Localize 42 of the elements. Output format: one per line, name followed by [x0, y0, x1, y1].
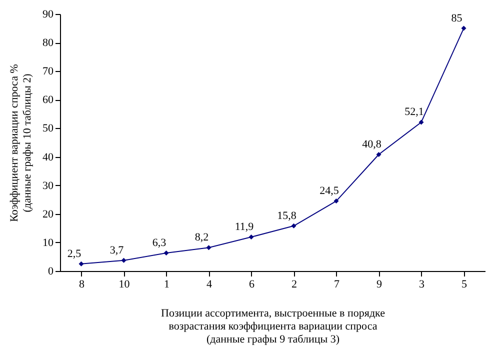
- x-tick-label: 2: [292, 278, 297, 290]
- y-tick-label: 0: [48, 266, 54, 278]
- x-tick-label: 10: [118, 278, 130, 290]
- y-tick-label: 80: [42, 37, 54, 50]
- x-tick-label: 4: [206, 278, 212, 290]
- y-axis-title: Коэффициент вариации спроса % (данные графы 10 таблицы 2): [8, 64, 34, 222]
- data-label: 8,2: [194, 232, 209, 244]
- x-tick-label: 3: [419, 278, 425, 290]
- y-tick-label: 30: [42, 180, 54, 192]
- data-label: 2,5: [67, 248, 82, 260]
- point: [334, 198, 339, 204]
- point: [418, 120, 424, 125]
- x-tick-label: 7: [334, 278, 340, 290]
- y-tick-label: 50: [42, 122, 54, 135]
- data-label: 52,1: [404, 106, 424, 118]
- data-label: 85: [451, 12, 463, 24]
- point: [291, 223, 296, 228]
- y-tick-label: 20: [42, 208, 54, 220]
- point: [248, 234, 254, 240]
- y-tick-label: 40: [42, 151, 54, 164]
- data-label: 40,8: [362, 138, 382, 150]
- point: [121, 258, 126, 263]
- data-label: 3,7: [110, 244, 124, 256]
- point: [461, 26, 466, 31]
- y-tick-label: 70: [42, 66, 54, 78]
- point: [376, 152, 382, 157]
- data-label: 24,5: [320, 185, 340, 198]
- y-tick-label: 90: [42, 8, 54, 20]
- y-tick-label: 60: [42, 94, 54, 106]
- x-tick-label: 6: [249, 278, 255, 290]
- point: [206, 245, 212, 250]
- x-tick-label: 5: [462, 278, 468, 290]
- data-label: 11,9: [234, 221, 254, 234]
- point: [164, 250, 169, 256]
- point: [78, 261, 84, 266]
- x-tick-label: 9: [376, 278, 382, 290]
- x-axis-title: Позиции ассортимента, выстроенные в порядке возрастания коэффициента вариации спроса (данные графы 9 таблицы 3): [161, 308, 386, 346]
- x-tick-label: 1: [164, 278, 170, 290]
- data-label: 15,8: [277, 210, 297, 222]
- x-tick-label: 8: [79, 278, 85, 290]
- data-label: 6,3: [152, 237, 167, 250]
- y-tick-label: 10: [42, 236, 54, 249]
